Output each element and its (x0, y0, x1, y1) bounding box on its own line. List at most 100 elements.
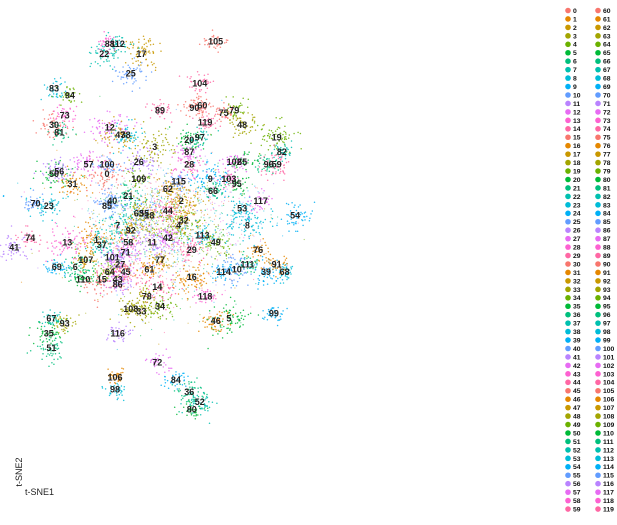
cluster-label-43: 43 (113, 274, 123, 284)
legend-key-91 (595, 269, 601, 276)
cluster-label-69: 69 (52, 262, 62, 272)
cluster-label-97: 97 (195, 132, 205, 142)
legend-key-18 (565, 159, 571, 166)
cluster-label-15: 15 (97, 274, 107, 284)
cluster-label-112: 112 (110, 39, 125, 49)
legend-label-60: 60 (603, 8, 611, 15)
cluster-22-points (88, 43, 140, 71)
legend-key-65 (595, 49, 601, 56)
cluster-label-44: 44 (163, 206, 173, 216)
cluster-44-points (149, 188, 186, 230)
legend-label-83: 83 (603, 202, 611, 209)
legend-key-90 (595, 261, 601, 267)
legend-label-54: 54 (573, 464, 581, 471)
legend-key-79 (595, 168, 601, 174)
legend-label-112: 112 (603, 447, 614, 454)
cluster-64-points (92, 261, 119, 282)
legend-label-75: 75 (603, 135, 611, 142)
legend-label-81: 81 (603, 185, 611, 192)
legend-label-99: 99 (603, 337, 611, 344)
legend-label-27: 27 (573, 236, 581, 243)
scatter-points (0, 29, 316, 425)
cluster-label-52: 52 (195, 397, 205, 407)
cluster-label-37: 37 (97, 240, 107, 250)
legend-label-12: 12 (573, 109, 581, 116)
cluster-label-102: 102 (227, 157, 242, 167)
cluster-label-3: 3 (152, 142, 157, 152)
legend-key-8 (565, 75, 571, 81)
legend-key-85 (595, 218, 601, 225)
legend-key-82 (595, 193, 601, 200)
legend-key-97 (595, 320, 601, 326)
cluster-85-points (93, 194, 123, 220)
legend-key-2 (565, 24, 571, 31)
cluster-label-2: 2 (179, 196, 184, 206)
legend-label-91: 91 (603, 270, 611, 277)
legend-key-116 (595, 480, 601, 487)
cluster-label-21: 21 (123, 191, 133, 201)
legend-key-63 (595, 33, 601, 39)
cluster-label-49: 49 (211, 238, 221, 248)
legend-label-31: 31 (573, 270, 581, 277)
legend-label-17: 17 (573, 152, 581, 159)
cluster-label-77: 77 (155, 255, 165, 265)
cluster-72-points (144, 348, 173, 375)
legend-key-34 (565, 295, 571, 301)
cluster-label-62: 62 (163, 184, 173, 194)
cluster-label-110: 110 (76, 274, 91, 284)
legend-key-25 (565, 218, 571, 225)
legend-key-16 (565, 142, 571, 149)
cluster-label-19: 19 (272, 132, 282, 142)
cluster-label-59: 59 (272, 159, 282, 169)
cluster-label-61: 61 (144, 265, 154, 275)
legend-key-111 (595, 438, 601, 445)
cluster-label-5: 5 (226, 314, 231, 324)
cluster-10-points (215, 253, 265, 289)
cluster-label-98: 98 (110, 385, 120, 395)
cluster-label-46: 46 (211, 316, 221, 326)
cluster-label-95: 95 (232, 179, 242, 189)
cluster-21-points (108, 175, 150, 210)
cluster-56-points (33, 156, 79, 184)
legend-key-103 (595, 371, 601, 377)
cluster-label-105: 105 (208, 37, 223, 47)
cluster-label-45: 45 (121, 267, 131, 277)
legend-key-50 (565, 430, 571, 436)
legend-label-23: 23 (573, 202, 581, 209)
legend-key-19 (565, 168, 571, 174)
legend-key-107 (595, 404, 601, 411)
legend-key-89 (595, 252, 601, 259)
cluster-label-29: 29 (187, 245, 197, 255)
legend-label-67: 67 (603, 67, 611, 74)
cluster-label-10: 10 (232, 265, 242, 275)
cluster-73-points (49, 104, 78, 128)
legend-key-108 (595, 413, 601, 419)
legend-key-68 (595, 75, 601, 81)
cluster-91-points (260, 255, 288, 278)
cluster-label-12: 12 (105, 123, 115, 133)
cluster-label-83: 83 (49, 83, 59, 93)
cluster-label-31: 31 (67, 179, 77, 189)
cluster-label-64: 64 (105, 267, 115, 277)
cluster-97-points (185, 126, 220, 147)
cluster-label-7: 7 (115, 221, 120, 231)
cluster-96-points (254, 152, 280, 175)
legend-label-35: 35 (573, 304, 581, 311)
legend-label-5: 5 (573, 50, 577, 57)
cluster-label-84: 84 (171, 375, 181, 385)
legend-key-105 (595, 387, 601, 394)
legend-key-59 (565, 506, 571, 512)
legend-label-15: 15 (573, 135, 581, 142)
cluster-label-113: 113 (195, 230, 210, 240)
cluster-label-66: 66 (208, 186, 218, 196)
cluster-label-6: 6 (73, 262, 78, 272)
legend-key-15 (565, 134, 571, 141)
legend-label-89: 89 (603, 253, 611, 260)
legend-label-80: 80 (603, 177, 611, 184)
cluster-34-points (144, 286, 178, 320)
legend-key-119 (595, 506, 601, 512)
cluster-59-points (258, 144, 290, 182)
legend-key-23 (565, 202, 571, 208)
legend-label-116: 116 (603, 481, 614, 488)
cluster-111-points (237, 250, 258, 277)
